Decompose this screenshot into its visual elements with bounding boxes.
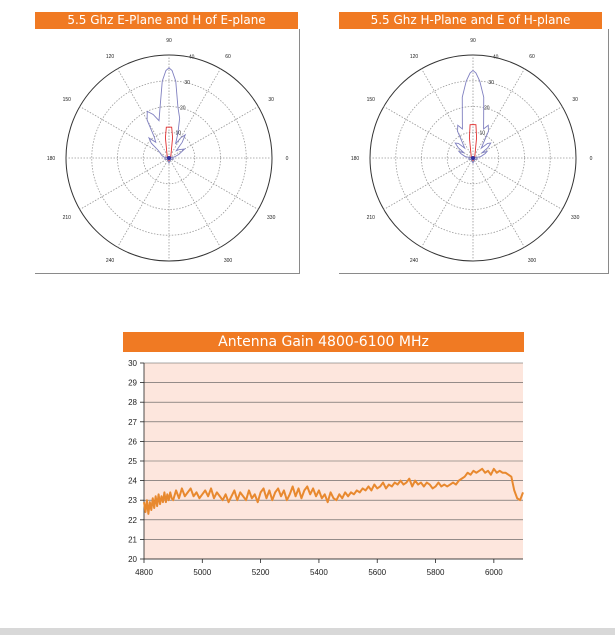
- gain-y-tick-label: 20: [128, 555, 137, 564]
- polar-chart-2-radial-tick-label: 30: [488, 80, 494, 86]
- gain-x-tick-label: 5200: [252, 568, 270, 577]
- gain-chart: 20 21 22 23 24 25 26 27 28 29 30 4800 5000 5200 5400 56…: [128, 359, 524, 577]
- polar-chart-1-angle-tick-label: 300: [224, 258, 233, 264]
- polar-chart-1-radial-tick-label: 30: [184, 80, 190, 86]
- polar-chart-1-angle-tick-label: 0: [286, 156, 289, 162]
- polar-chart-1-angle-tick-label: 330: [267, 215, 276, 221]
- polar-chart-1-grid-spoke: [168, 157, 259, 210]
- polar-chart-1-grid-spoke: [79, 157, 170, 210]
- polar-chart-2-angle-tick-label: 30: [572, 97, 578, 103]
- gain-y-tick-label: 29: [128, 379, 137, 388]
- polar-chart-1-grid-ring: [142, 131, 196, 185]
- polar-chart-2-angle-tick-label: 120: [410, 54, 419, 60]
- polar-chart-2-angle-tick-label: 330: [571, 215, 580, 221]
- polar-chart-1-center-point: [167, 156, 171, 160]
- polar-chart-2-angle-tick-label: 180: [351, 156, 360, 162]
- gain-y-tick-label: 27: [128, 418, 137, 427]
- polar-chart-1-radial-tick-label: 10: [175, 131, 181, 137]
- gain-y-tick-label: 25: [128, 457, 137, 466]
- gain-x-tick-label: 5000: [193, 568, 211, 577]
- polar-chart-2-grid-spoke: [383, 157, 474, 210]
- polar-chart-1-angle-tick-label: 30: [268, 97, 274, 103]
- polar-chart-1-grid-ring: [91, 80, 247, 236]
- polar-chart-2-grid-ring: [395, 80, 551, 236]
- polar-chart-1-angle-tick-label: 210: [63, 215, 72, 221]
- polar-chart-2-grid-spoke: [472, 157, 563, 210]
- bottom-divider: [0, 628, 615, 635]
- gain-y-tick-label: 22: [128, 516, 137, 525]
- polar-chart-1-grid-spoke: [117, 157, 170, 248]
- polar-chart-2-grid-spoke: [472, 68, 525, 159]
- gain-x-tick-label: 5800: [427, 568, 445, 577]
- gain-chart-title: Antenna Gain 4800-6100 MHz: [123, 332, 524, 352]
- gain-y-tick-label: 26: [128, 437, 137, 446]
- polar-chart-2-radial-tick-label: 40: [493, 55, 499, 61]
- gain-x-tick-label: 5600: [368, 568, 386, 577]
- polar-chart-2-grid-spoke: [421, 157, 474, 248]
- polar-chart-1-angle-tick-label: 90: [166, 38, 172, 44]
- polar-chart-2-grid-ring: [446, 131, 500, 185]
- polar-chart-2-grid-spoke: [383, 106, 474, 159]
- polar-chart-2-angle-tick-label: 210: [367, 215, 376, 221]
- polar-chart-1-angle-tick-label: 150: [63, 97, 72, 103]
- polar-chart-1-title: 5.5 Ghz E-Plane and H of E-plane: [35, 12, 298, 29]
- polar-chart-2-grid-spoke: [472, 106, 563, 159]
- polar-chart-1-angle-tick-label: 60: [225, 54, 231, 60]
- gain-y-tick-label: 30: [128, 359, 137, 368]
- polar-chart-2-radial-tick-label: 10: [479, 131, 485, 137]
- gain-y-tick-label: 24: [128, 477, 137, 486]
- gain-x-tick-label: 5400: [310, 568, 328, 577]
- gain-y-tick-label: 23: [128, 496, 137, 505]
- gain-x-tick-label: 4800: [135, 568, 153, 577]
- polar-chart-2-angle-tick-label: 150: [367, 97, 376, 103]
- polar-chart-1-series-2-trace: [164, 126, 174, 162]
- polar-chart-1-grid-spoke: [79, 106, 170, 159]
- gain-series-1-line: [143, 467, 524, 515]
- polar-chart-1-grid-spoke: [168, 157, 221, 248]
- polar-chart-2-center-point: [471, 156, 475, 160]
- polar-chart-1-angle-tick-label: 240: [106, 258, 115, 264]
- polar-chart-2-title: 5.5 Ghz H-Plane and E of H-plane: [339, 12, 602, 29]
- polar-chart-1-angle-tick-label: 180: [47, 156, 56, 162]
- polar-chart-2-angle-tick-label: 240: [410, 258, 419, 264]
- polar-chart-2-angle-tick-label: 60: [529, 54, 535, 60]
- polar-chart-2-radial-tick-label: 20: [484, 105, 490, 111]
- polar-chart-2-grid-spoke: [421, 68, 474, 159]
- polar-chart-1-radial-tick-label: 40: [189, 55, 195, 61]
- gain-y-tick-label: 28: [128, 398, 137, 407]
- polar-chart-2-angle-tick-label: 0: [590, 156, 593, 162]
- polar-chart-2-angle-tick-label: 90: [470, 38, 476, 44]
- polar-chart-2-grid-spoke: [472, 157, 525, 248]
- polar-chart-1-grid-spoke: [168, 68, 221, 159]
- polar-chart-2: 030609012015018021024027030033010203040: [351, 38, 593, 264]
- polar-chart-2-angle-tick-label: 300: [528, 258, 537, 264]
- polar-chart-2-series-1-trace: [454, 69, 492, 165]
- polar-chart-1-angle-tick-label: 120: [106, 54, 115, 60]
- polar-chart-1-radial-tick-label: 20: [180, 105, 186, 111]
- gain-x-tick-label: 6000: [485, 568, 503, 577]
- polar-chart-1-grid-spoke: [168, 106, 259, 159]
- polar-chart-1: 030609012015018021024027030033010203040: [47, 38, 289, 264]
- gain-y-tick-label: 21: [128, 535, 137, 544]
- polar-chart-1-grid-spoke: [117, 68, 170, 159]
- polar-chart-2-series-2-trace: [468, 124, 478, 162]
- polar-chart-1-series-1-trace: [146, 67, 187, 165]
- polar-chart-1-frame: 030609012015018021024027030033010203040: [35, 29, 300, 274]
- polar-chart-2-frame: 030609012015018021024027030033010203040: [339, 29, 609, 274]
